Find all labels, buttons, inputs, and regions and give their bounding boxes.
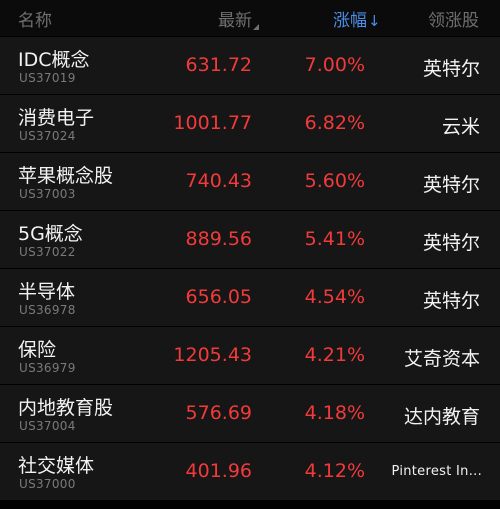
table-row[interactable]: 保险 US36979 1205.43 4.21% 艾奇资本 <box>0 326 500 384</box>
sector-list: IDC概念 US37019 631.72 7.00% 英特尔 消费电子 US37… <box>0 36 500 500</box>
column-header-name[interactable]: 名称 <box>18 11 52 31</box>
column-header-last[interactable]: 最新 <box>218 6 259 31</box>
table-row[interactable]: 半导体 US36978 656.05 4.54% 英特尔 <box>0 268 500 326</box>
table-row[interactable]: 5G概念 US37022 889.56 5.41% 英特尔 <box>0 210 500 268</box>
sector-code: US37019 <box>19 71 76 85</box>
sector-code: US37000 <box>19 477 76 491</box>
leading-stock: 达内教育 <box>403 406 480 428</box>
sort-indicator-icon <box>253 24 259 30</box>
table-header: 名称 最新 涨幅↓ 领涨股 <box>0 0 500 36</box>
sector-change: 5.60% <box>304 170 365 192</box>
column-header-last-label: 最新 <box>218 11 252 31</box>
leading-stock: 英特尔 <box>422 232 480 254</box>
sector-name: 半导体 <box>18 281 76 303</box>
leading-stock: Pinterest In... <box>391 464 482 479</box>
sector-name: 消费电子 <box>18 107 95 129</box>
sector-price: 631.72 <box>185 54 252 76</box>
sector-code: US37003 <box>19 187 76 201</box>
sector-change: 4.18% <box>304 402 365 424</box>
sector-code: US37024 <box>19 129 76 143</box>
sector-price: 740.43 <box>185 170 252 192</box>
sector-change: 4.21% <box>304 344 365 366</box>
sector-name: 5G概念 <box>18 223 83 245</box>
sector-name: 保险 <box>18 339 57 361</box>
leading-stock: 英特尔 <box>422 58 480 80</box>
sector-name: 苹果概念股 <box>18 165 114 187</box>
leading-stock: 云米 <box>441 116 480 138</box>
sector-price: 1205.43 <box>173 344 252 366</box>
column-header-change-label: 涨幅 <box>333 11 367 31</box>
table-row[interactable]: 社交媒体 US37000 401.96 4.12% Pinterest In..… <box>0 442 500 500</box>
sector-price: 401.96 <box>185 460 252 482</box>
sector-name: IDC概念 <box>18 49 90 71</box>
sector-change: 6.82% <box>304 112 365 134</box>
sector-change: 4.12% <box>304 460 365 482</box>
sector-name: 社交媒体 <box>18 455 95 477</box>
table-row[interactable]: 消费电子 US37024 1001.77 6.82% 云米 <box>0 94 500 152</box>
sector-price: 656.05 <box>185 286 252 308</box>
leading-stock: 英特尔 <box>422 174 480 196</box>
leading-stock: 艾奇资本 <box>403 348 480 370</box>
sector-code: US36979 <box>19 361 76 375</box>
sector-price: 889.56 <box>185 228 252 250</box>
leading-stock: 英特尔 <box>422 290 480 312</box>
sector-change: 7.00% <box>304 54 365 76</box>
table-row[interactable]: 苹果概念股 US37003 740.43 5.60% 英特尔 <box>0 152 500 210</box>
sector-change: 4.54% <box>304 286 365 308</box>
sector-code: US36978 <box>19 303 76 317</box>
table-row[interactable]: IDC概念 US37019 631.72 7.00% 英特尔 <box>0 36 500 94</box>
sort-descending-icon: ↓ <box>368 12 381 30</box>
sector-code: US37004 <box>19 419 76 433</box>
sector-change: 5.41% <box>304 228 365 250</box>
sector-price: 576.69 <box>185 402 252 424</box>
column-header-leader[interactable]: 领涨股 <box>428 11 479 31</box>
sector-price: 1001.77 <box>173 112 252 134</box>
sector-code: US37022 <box>19 245 76 259</box>
column-header-change[interactable]: 涨幅↓ <box>333 6 381 31</box>
sector-name: 内地教育股 <box>18 397 114 419</box>
table-row[interactable]: 内地教育股 US37004 576.69 4.18% 达内教育 <box>0 384 500 442</box>
